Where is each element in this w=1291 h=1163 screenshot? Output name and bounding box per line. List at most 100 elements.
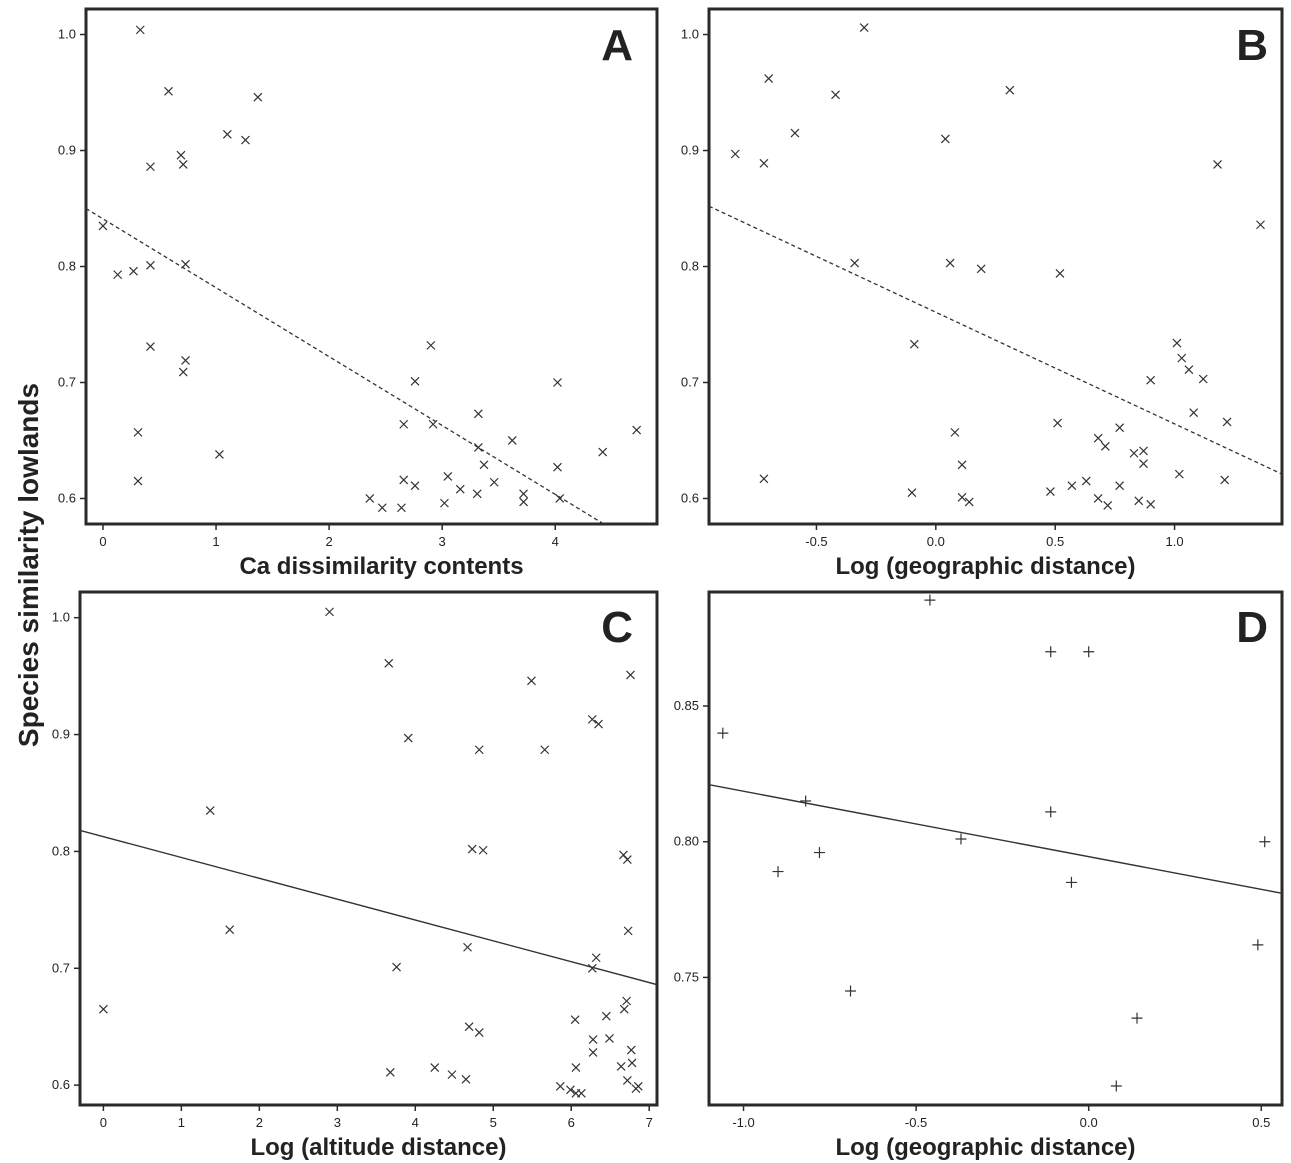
panel-c-x-tick-label: 7 [646,1115,653,1130]
panel-a-data-point [181,356,190,365]
panel-b-data-point [976,264,986,274]
panel-a-y-tick-label: 0.9 [58,143,76,158]
panel-a-data-point [519,497,529,507]
panel-c-data-point [619,1004,629,1014]
panel-a-data-point [176,150,186,160]
panel-c-x-axis-title: Log (altitude distance) [250,1134,506,1161]
panel-b-data-point [940,134,950,144]
panel-b-y-tick-label: 1.0 [681,27,699,42]
panel-b-x-tick-label: 0.5 [1046,534,1064,549]
panel-d-data-point [845,985,857,997]
panel-c-data-point [623,926,633,936]
panel-a-data-point [455,484,465,494]
panel-a-data-point [519,489,529,499]
panel-d-data-point [1259,836,1271,848]
y-axis-title: Species similarity lowlands [13,383,44,747]
panel-b-data-point [1134,496,1144,506]
panel-a-x-tick-label: 2 [325,534,332,549]
panel-d-data-point [1083,646,1095,658]
panel-c-data-point [205,806,215,815]
panel-d-data-point [813,847,825,859]
panel-c-data-point [325,607,334,617]
panel-a-data-point [146,260,155,270]
panel-c-data-point [474,745,484,755]
panel-c-data-point [601,1011,611,1021]
panel-a-data-point [113,270,123,280]
panel-a-data-point [489,477,499,487]
panel-c-data-point [576,1088,586,1098]
panel-b-data-point [1100,441,1110,451]
panel-d-data-point [1252,939,1264,951]
panel-c-data-point [555,1081,565,1091]
panel-c-data-point [540,745,550,755]
panel-c-x-tick-label: 3 [334,1115,341,1130]
panel-a-data-point [377,503,387,513]
panel-b-data-point [1189,408,1199,418]
panel-c-data-point [225,925,235,935]
panel-d: -1.0 -0.5 0.0 0.5 0.75 0.80 0.85 Log (geographi… [674,590,1284,1161]
panel-c-data-point [467,844,477,854]
panel-a-y-tick-label: 1.0 [58,27,76,42]
panel-a-data-point [472,489,482,499]
panel-a-x-tick-label: 4 [552,534,559,549]
panel-a-data-point [397,503,406,513]
panel-d-data-point [924,594,936,606]
panel-b-data-point [759,474,769,484]
panel-a: 0 1 2 3 4 0.6 0.7 0.8 0.9 1.0 Ca dissimilarity con… [58,7,659,580]
panel-a-data-point [428,419,438,429]
panel-a-data-point [98,221,108,231]
panel-a-data-point [214,449,224,459]
panel-c-data-point [591,953,601,963]
panel-b-data-point [1093,494,1103,503]
panel-c-letter: C [601,603,633,652]
panel-b-regression-line [709,205,1282,475]
panel-b-data-point [945,258,955,268]
panel-a-x-axis-title: Ca dissimilarity contents [239,553,523,580]
panel-b-data-point [957,460,967,470]
panel-b-data-point [1222,417,1232,427]
panel-c-x-tick-label: 0 [100,1115,107,1130]
panel-a-x-tick-label: 3 [439,534,446,549]
panel-b-data-point [1115,481,1125,491]
panel-a-data-point [178,160,188,169]
panel-c-frame [78,590,659,1107]
panel-a-data-point [133,476,143,486]
panel-a-y-tick-label: 0.8 [58,259,76,274]
panel-c-data-point [627,1058,637,1068]
panel-c-data-point [98,1004,108,1014]
panel-b-y-tick-label: 0.9 [681,143,699,158]
panel-b-x-tick-label: 0.0 [927,534,945,549]
panel-c-y-tick-label: 0.9 [52,727,70,742]
panel-b-data-point [1055,269,1065,278]
panel-b-data-point [957,492,967,502]
panel-b-letter: B [1236,21,1268,70]
panel-b-data-point [1081,476,1091,486]
panel-b-data-point [1146,375,1156,385]
panel-d-y-tick-label: 0.85 [674,698,699,713]
panel-b-data-point [1172,338,1182,348]
panel-a-data-point [410,481,420,491]
panel-c-data-point [463,942,472,952]
panel-d-data-point [717,727,729,739]
panel-d-y-tick-label: 0.80 [674,834,699,849]
panel-a-letter: A [601,21,633,70]
panel-c-regression-line [80,829,657,986]
panel-d-frame [707,590,1284,1107]
panel-a-data-point [555,494,565,503]
panel-b-data-point [1177,353,1187,363]
panel-c-data-point [626,670,635,680]
panel-a-y-tick-label: 0.7 [58,374,76,389]
panel-a-data-point [410,376,420,386]
panel-b-data-point [859,23,869,32]
panel-c-data-point [385,1067,395,1077]
panel-a-data-point [399,419,409,429]
panel-a-data-point [181,259,190,269]
panel-b-data-point [730,149,740,159]
panel-a-data-point [632,425,642,435]
panel-b-data-point [1005,85,1015,95]
panel-b-x-tick-label: 1.0 [1166,534,1184,549]
panel-d-x-tick-label: 0.0 [1080,1115,1098,1130]
panel-c-data-point [616,1062,626,1071]
panel-c-data-point [588,1035,598,1044]
